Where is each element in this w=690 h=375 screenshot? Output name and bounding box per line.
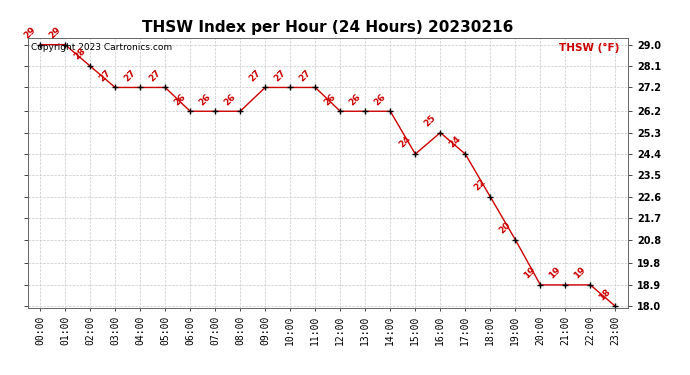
Text: 26: 26 bbox=[172, 92, 188, 107]
Text: 27: 27 bbox=[247, 68, 262, 83]
Text: 27: 27 bbox=[297, 68, 313, 83]
Text: 19: 19 bbox=[522, 266, 538, 281]
Text: Copyright 2023 Cartronics.com: Copyright 2023 Cartronics.com bbox=[30, 43, 172, 52]
Text: 20: 20 bbox=[497, 220, 513, 236]
Text: 19: 19 bbox=[572, 266, 588, 281]
Text: 24: 24 bbox=[447, 135, 462, 150]
Text: 18: 18 bbox=[598, 287, 613, 302]
Text: 26: 26 bbox=[322, 92, 337, 107]
Text: 27: 27 bbox=[97, 68, 112, 83]
Text: 26: 26 bbox=[197, 92, 213, 107]
Text: 29: 29 bbox=[47, 25, 62, 40]
Text: 22: 22 bbox=[473, 177, 488, 193]
Text: 29: 29 bbox=[22, 25, 37, 40]
Text: 25: 25 bbox=[422, 113, 437, 129]
Text: 27: 27 bbox=[122, 68, 137, 83]
Text: 24: 24 bbox=[397, 135, 413, 150]
Text: 28: 28 bbox=[72, 46, 88, 62]
Text: 27: 27 bbox=[272, 68, 288, 83]
Title: THSW Index per Hour (24 Hours) 20230216: THSW Index per Hour (24 Hours) 20230216 bbox=[142, 20, 513, 35]
Text: 19: 19 bbox=[547, 266, 562, 281]
Text: 27: 27 bbox=[147, 68, 162, 83]
Text: THSW (°F): THSW (°F) bbox=[558, 43, 619, 53]
Text: 26: 26 bbox=[373, 92, 388, 107]
Text: 26: 26 bbox=[347, 92, 362, 107]
Text: 26: 26 bbox=[222, 92, 237, 107]
